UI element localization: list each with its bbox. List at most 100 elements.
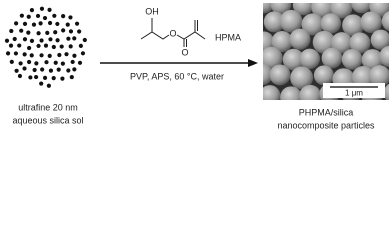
silica-particle xyxy=(48,68,54,73)
left-label: aqueous silica sol xyxy=(12,115,83,125)
right-label: nanocomposite particles xyxy=(277,120,375,130)
atom: O xyxy=(169,28,176,38)
particle xyxy=(271,30,293,53)
silica-particle xyxy=(68,29,74,34)
silica-particle xyxy=(78,43,83,49)
silica-particle xyxy=(55,21,60,27)
silica-particle xyxy=(70,59,75,65)
arrow-head xyxy=(248,59,258,67)
silica-particle xyxy=(39,38,44,43)
particle xyxy=(313,65,334,86)
silica-particle xyxy=(32,67,37,73)
particle xyxy=(321,47,343,69)
silica-particle xyxy=(77,60,83,65)
particle xyxy=(279,9,303,33)
silica-particle xyxy=(69,74,74,80)
silica-particle xyxy=(60,76,65,81)
silica-particle xyxy=(14,68,19,73)
particle xyxy=(379,45,389,68)
silica-particle xyxy=(64,52,69,57)
silica-particle xyxy=(43,43,49,48)
silica-particle xyxy=(39,6,45,11)
silica-particle xyxy=(5,51,11,56)
silica-particle xyxy=(38,21,43,26)
silica-particle xyxy=(65,22,70,27)
silica-particle xyxy=(26,14,31,19)
silica-particle xyxy=(52,13,57,18)
particle xyxy=(341,49,363,70)
silica-particle xyxy=(72,36,77,41)
silica-particle xyxy=(51,76,56,81)
scale-label: 1 μm xyxy=(345,89,363,98)
silica-particle xyxy=(59,44,64,49)
particle xyxy=(263,63,273,86)
silica-particle xyxy=(47,20,53,26)
silica-particle xyxy=(48,37,53,42)
silica-particle xyxy=(22,37,28,42)
particle xyxy=(360,11,383,34)
particle xyxy=(299,48,320,70)
silica-particle xyxy=(22,66,27,71)
silica-particle xyxy=(22,52,27,57)
silica-particle xyxy=(61,13,66,19)
silica-particle xyxy=(14,21,19,26)
particle xyxy=(289,28,311,50)
silica-particle xyxy=(29,8,35,13)
bond xyxy=(140,31,170,40)
silica-particle xyxy=(61,28,66,33)
silica-particle xyxy=(51,44,56,50)
silica-particle xyxy=(57,52,62,58)
silica-particle xyxy=(19,28,24,33)
silica-particle xyxy=(31,22,37,27)
silica-particle xyxy=(39,53,44,58)
silica-particle xyxy=(17,43,22,48)
silica-particle xyxy=(34,74,39,80)
particle xyxy=(370,29,389,50)
particle xyxy=(290,66,314,90)
silica-particle xyxy=(26,30,31,35)
silica-particle xyxy=(9,28,14,34)
silica-particle xyxy=(28,75,33,80)
particle xyxy=(263,85,281,100)
silica-particle xyxy=(19,13,24,18)
particle xyxy=(331,32,353,54)
atom: OH xyxy=(145,6,159,16)
silica-particle xyxy=(8,43,14,48)
silica-particle xyxy=(56,67,61,72)
silica-particle xyxy=(39,81,44,86)
silica-particle xyxy=(42,15,48,21)
particle xyxy=(292,3,314,16)
silica-particle xyxy=(77,29,82,34)
silica-particle xyxy=(66,36,71,41)
silica-particle xyxy=(45,30,50,35)
silica-particle xyxy=(60,61,65,66)
conditions: PVP, APS, 60 °C, water xyxy=(130,71,224,81)
silica-particle xyxy=(47,53,52,58)
silica-particle xyxy=(18,61,23,66)
particle xyxy=(320,13,342,34)
silica-particle xyxy=(40,67,45,72)
right-label: PHPMA/silica xyxy=(299,107,354,117)
silica-particle xyxy=(74,21,80,26)
silica-particle xyxy=(27,45,32,51)
monomer-structure: OH O O xyxy=(140,6,206,57)
silica-particle xyxy=(12,36,17,42)
silica-particle xyxy=(80,51,86,56)
silica-particle xyxy=(82,37,87,43)
particle xyxy=(301,13,324,36)
particle xyxy=(361,49,384,71)
particle xyxy=(263,11,285,33)
silica-particle xyxy=(36,31,41,36)
silica-particle xyxy=(44,60,49,65)
particle xyxy=(383,83,389,100)
silica-particle xyxy=(66,68,71,73)
silica-particle xyxy=(42,75,48,80)
silica-particle xyxy=(72,67,77,72)
particle xyxy=(280,86,302,100)
silica-particle xyxy=(68,44,73,49)
silica-particle xyxy=(55,38,60,43)
monomer-name: HPMA xyxy=(215,32,241,42)
particle xyxy=(342,14,364,37)
silica-particle xyxy=(26,59,32,65)
silica-particle xyxy=(36,43,41,49)
